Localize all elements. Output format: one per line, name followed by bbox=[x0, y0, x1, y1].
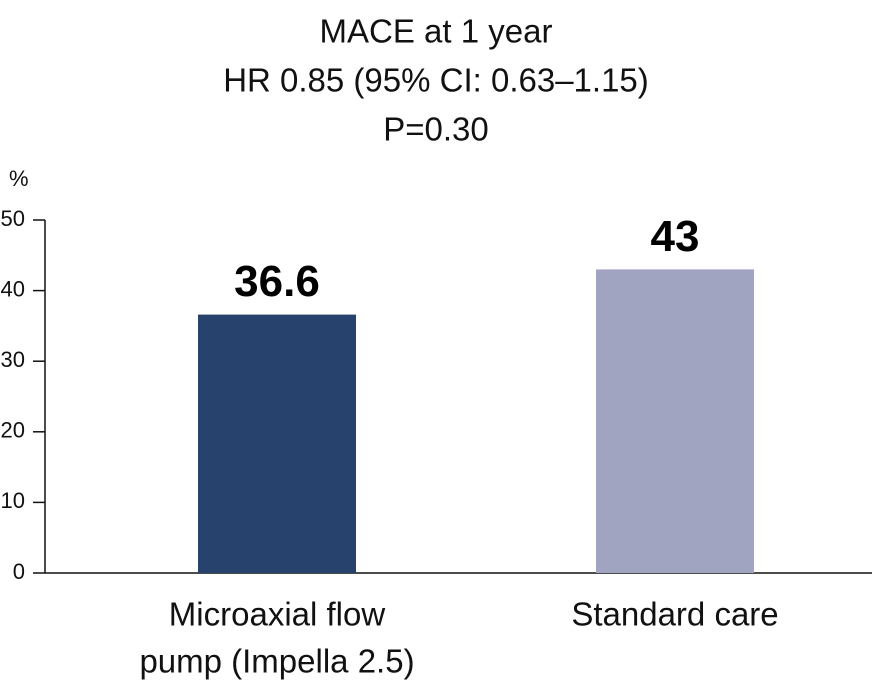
y-tick-label: 30 bbox=[1, 347, 25, 372]
y-axis-ticks: 0 10 20 30 40 50 bbox=[1, 206, 45, 584]
y-tick-label: 0 bbox=[13, 559, 25, 584]
bar bbox=[198, 315, 356, 573]
x-category-label: Standard care bbox=[571, 596, 778, 633]
y-tick-label: 10 bbox=[1, 488, 25, 513]
x-category-label: Microaxial flow bbox=[169, 596, 386, 633]
chart-title-line: MACE at 1 year bbox=[320, 13, 553, 50]
bar bbox=[596, 269, 754, 573]
bars bbox=[198, 269, 754, 573]
y-tick-label: 20 bbox=[1, 418, 25, 443]
bar-value-label: 36.6 bbox=[234, 257, 320, 306]
chart-title: MACE at 1 year HR 0.85 (95% CI: 0.63–1.15… bbox=[223, 13, 649, 148]
bar-value-label: 43 bbox=[651, 212, 700, 261]
y-tick-label: 40 bbox=[1, 276, 25, 301]
x-category-label: pump (Impella 2.5) bbox=[139, 643, 414, 680]
y-tick-label: 50 bbox=[1, 206, 25, 231]
chart-title-line: P=0.30 bbox=[383, 111, 489, 148]
y-axis-unit-label: % bbox=[9, 166, 29, 191]
category-labels: Microaxial flow pump (Impella 2.5) Standar… bbox=[139, 596, 778, 680]
chart-title-line: HR 0.85 (95% CI: 0.63–1.15) bbox=[223, 62, 649, 99]
